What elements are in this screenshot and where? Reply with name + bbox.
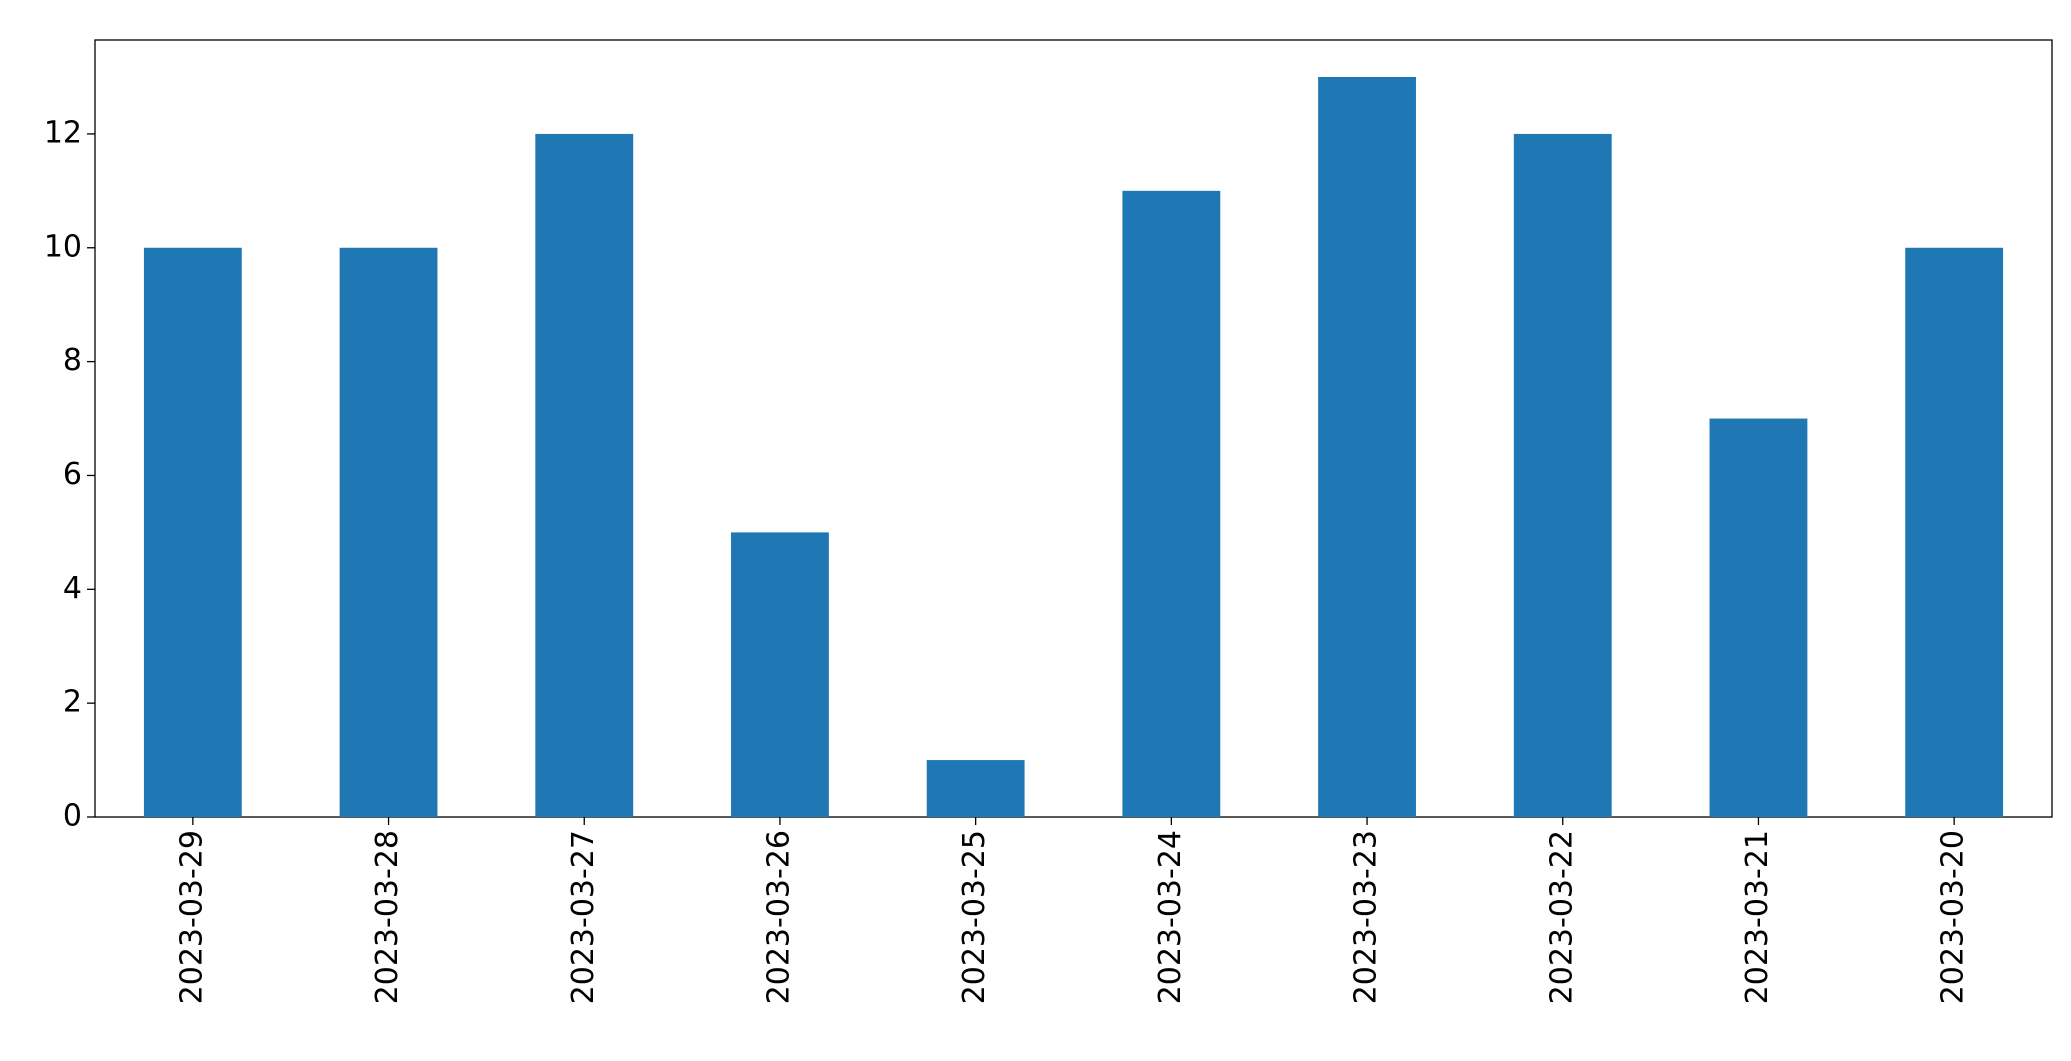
bar [1905,247,2004,817]
x-tick-label: 2023-03-28 [370,830,405,1004]
x-tick-label: 2023-03-25 [957,830,992,1004]
x-tick-label: 2023-03-29 [174,830,209,1004]
bar [1709,418,1808,817]
bar [1513,133,1612,817]
y-tick-label: 10 [44,229,82,264]
bar [731,532,829,817]
y-tick-label: 2 [63,685,82,720]
y-tick-label: 4 [63,571,82,606]
x-tick-label: 2023-03-21 [1740,830,1775,1004]
x-tick-label: 2023-03-22 [1544,830,1579,1004]
bar [339,247,438,817]
bar [143,247,242,817]
y-tick-label: 6 [63,457,82,492]
y-tick-label: 8 [63,343,82,378]
x-tick-label: 2023-03-27 [566,830,601,1004]
y-tick-label: 12 [44,115,82,150]
bar [535,133,634,817]
plot-frame [94,39,2053,818]
bar [1122,190,1221,817]
x-tick-label: 2023-03-23 [1349,830,1384,1004]
bar [1318,77,1416,817]
x-tick-label: 2023-03-26 [761,830,796,1004]
y-tick-label: 0 [63,799,82,834]
x-tick-label: 2023-03-24 [1153,830,1188,1004]
bar [926,760,1025,817]
x-tick-label: 2023-03-20 [1936,830,1971,1004]
